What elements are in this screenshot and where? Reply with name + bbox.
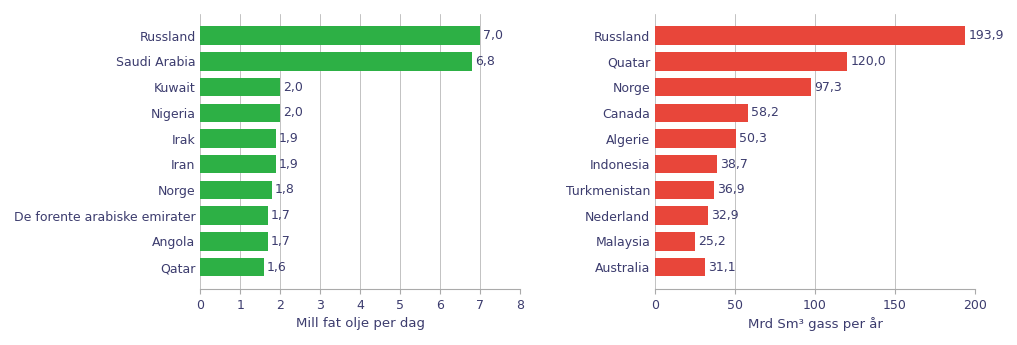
Text: 36,9: 36,9 [717, 184, 744, 196]
Bar [200, 52, 472, 71]
Text: 1,7: 1,7 [272, 209, 291, 222]
Bar [200, 129, 277, 148]
Bar [200, 78, 281, 96]
Bar [655, 206, 708, 225]
Text: 2,0: 2,0 [283, 81, 303, 93]
Text: 38,7: 38,7 [720, 158, 749, 171]
Bar [655, 52, 847, 71]
Text: 1,6: 1,6 [267, 260, 287, 274]
Bar [200, 155, 277, 174]
Bar [200, 26, 480, 45]
Bar [655, 129, 735, 148]
Text: 32,9: 32,9 [711, 209, 738, 222]
Bar [200, 258, 264, 276]
Text: 193,9: 193,9 [968, 29, 1004, 42]
Bar [655, 26, 965, 45]
Text: 7,0: 7,0 [483, 29, 503, 42]
Bar [655, 78, 811, 96]
Text: 6,8: 6,8 [475, 55, 495, 68]
Bar [655, 155, 717, 174]
Text: 31,1: 31,1 [708, 260, 735, 274]
Text: 97,3: 97,3 [814, 81, 842, 93]
Text: 1,7: 1,7 [272, 235, 291, 248]
Bar [655, 104, 749, 122]
Bar [655, 232, 696, 251]
Text: 1,8: 1,8 [276, 184, 295, 196]
X-axis label: Mill fat olje per dag: Mill fat olje per dag [296, 317, 425, 330]
X-axis label: Mrd Sm³ gass per år: Mrd Sm³ gass per år [747, 317, 883, 331]
Text: 1,9: 1,9 [279, 158, 299, 171]
Text: 1,9: 1,9 [279, 132, 299, 145]
Bar [200, 104, 281, 122]
Bar [655, 181, 714, 199]
Bar [655, 258, 705, 276]
Text: 2,0: 2,0 [283, 106, 303, 119]
Bar [200, 232, 268, 251]
Text: 58,2: 58,2 [752, 106, 779, 119]
Text: 120,0: 120,0 [850, 55, 886, 68]
Text: 25,2: 25,2 [699, 235, 726, 248]
Bar [200, 206, 268, 225]
Bar [200, 181, 273, 199]
Text: 50,3: 50,3 [738, 132, 767, 145]
